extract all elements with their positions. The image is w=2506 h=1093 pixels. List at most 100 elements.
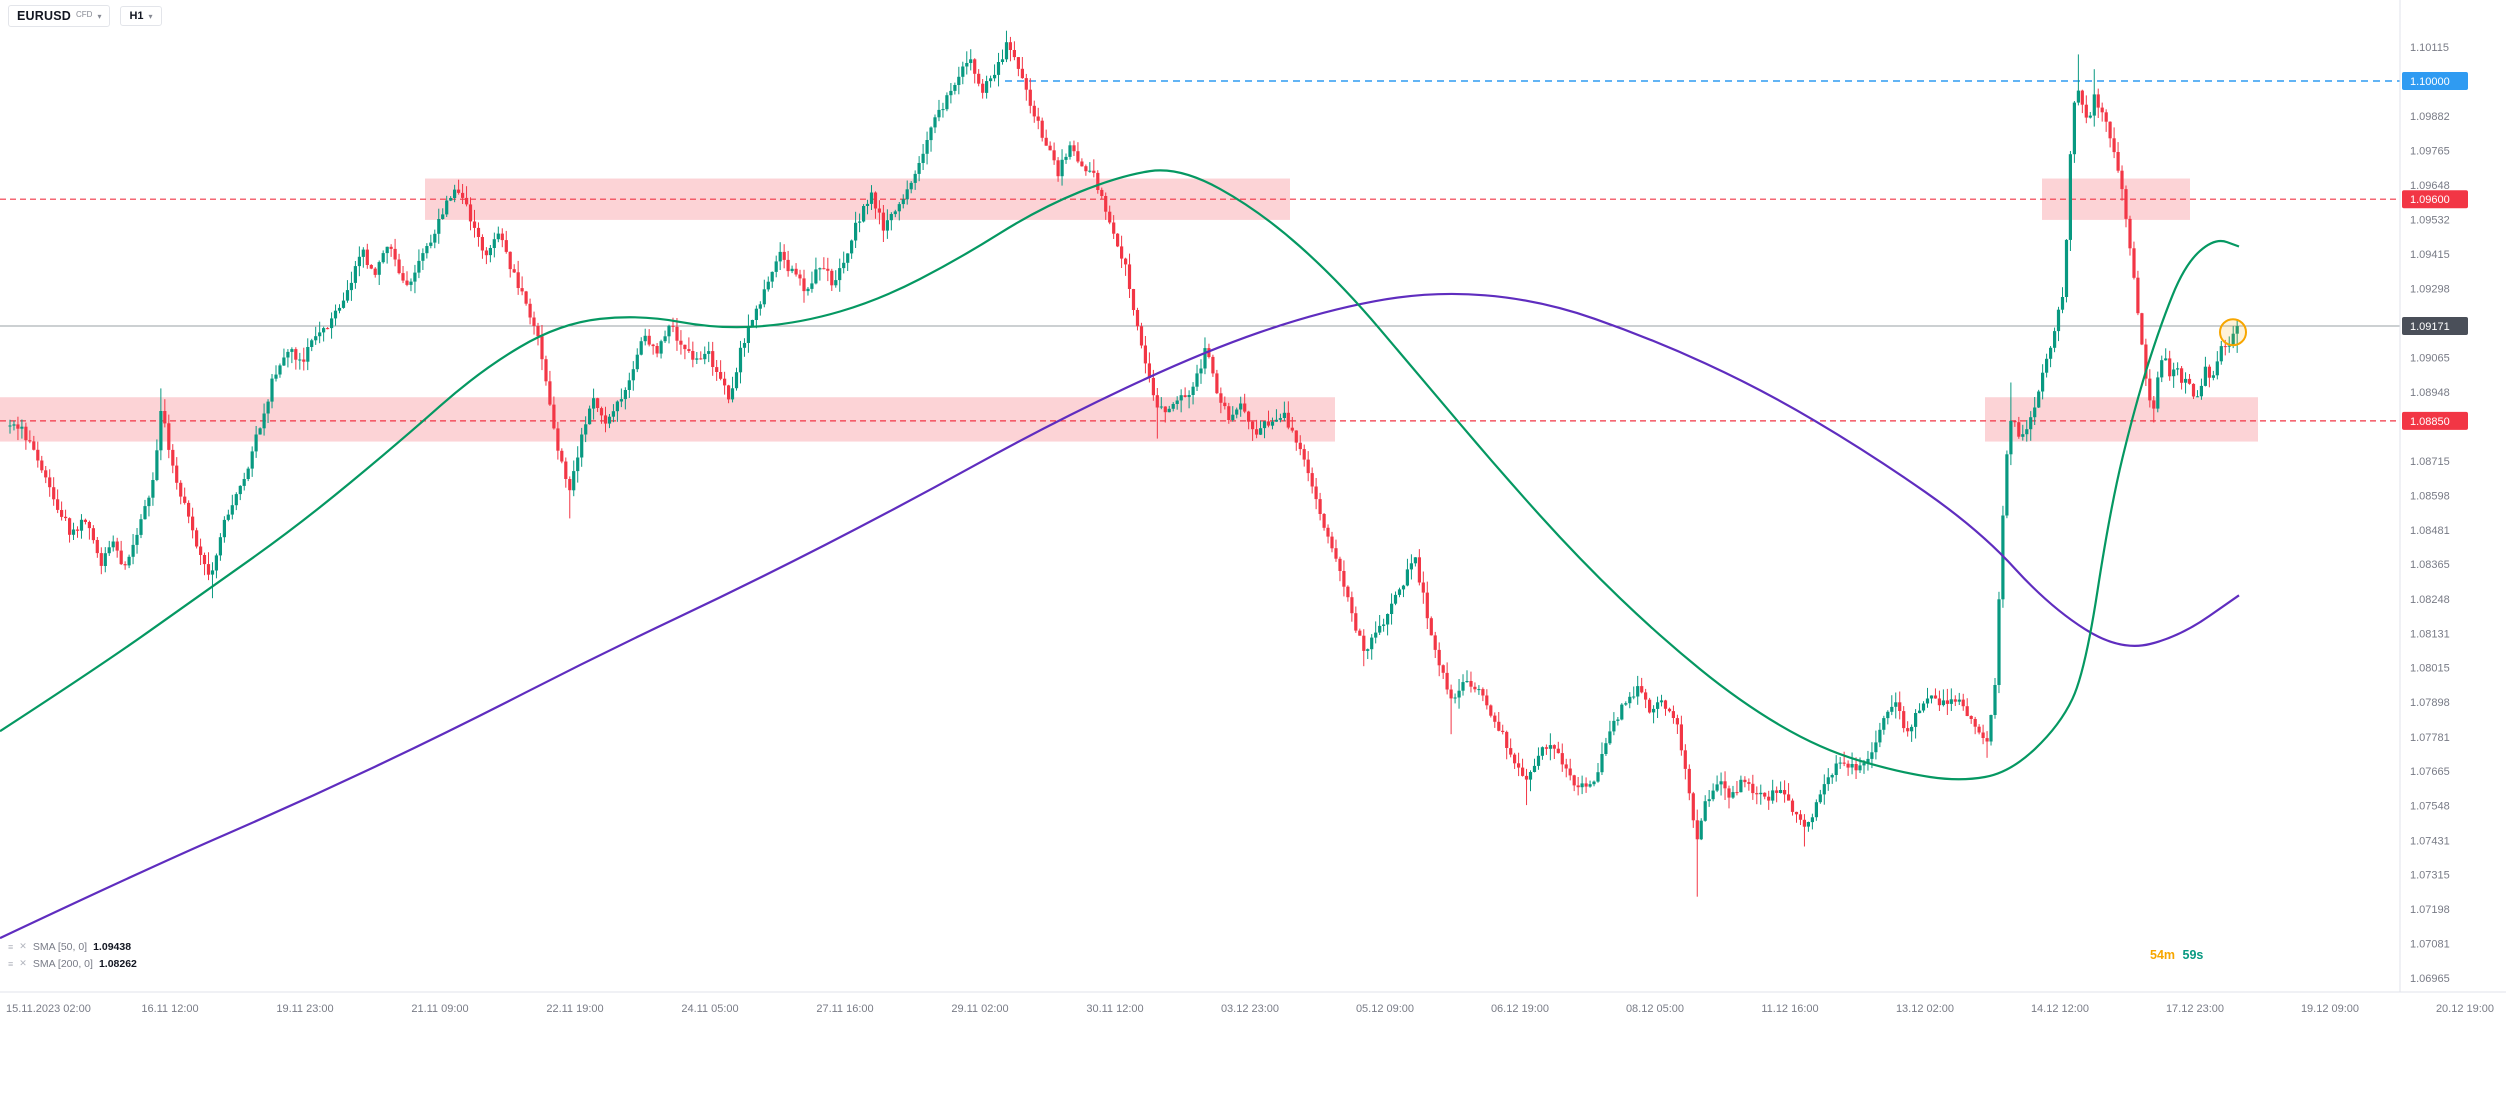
candle bbox=[1374, 621, 1378, 644]
time-axis-label[interactable]: 24.11 05:00 bbox=[681, 1003, 738, 1015]
candle-body bbox=[2092, 94, 2096, 116]
candle bbox=[1012, 41, 1016, 61]
candle bbox=[806, 287, 810, 296]
candle bbox=[238, 485, 242, 501]
time-axis-label[interactable]: 13.12 02:00 bbox=[1896, 1003, 1954, 1015]
candle-body bbox=[2211, 375, 2215, 378]
candle-body bbox=[492, 239, 496, 248]
candle-body bbox=[1397, 589, 1402, 595]
candle-body bbox=[1322, 514, 1326, 528]
time-axis-label[interactable]: 19.11 23:00 bbox=[276, 1003, 333, 1015]
candle bbox=[115, 537, 119, 558]
candle-body bbox=[1965, 706, 1969, 716]
time-axis-label[interactable]: 27.11 16:00 bbox=[816, 1003, 873, 1015]
candle-body bbox=[1080, 161, 1084, 167]
symbol-selector[interactable]: EURUSD CFD ▾ bbox=[8, 5, 111, 27]
candle bbox=[929, 126, 933, 152]
candle-body bbox=[2164, 358, 2168, 361]
candle-body bbox=[1659, 700, 1664, 703]
candle-body bbox=[306, 347, 310, 362]
candle-body bbox=[401, 273, 405, 281]
time-axis-label[interactable]: 16.11 12:00 bbox=[141, 1003, 198, 1015]
candle bbox=[369, 264, 373, 270]
indicator-label: SMA [50, 0] bbox=[32, 940, 88, 953]
candle-body bbox=[782, 251, 786, 260]
candle bbox=[83, 518, 87, 525]
candle-body bbox=[64, 516, 68, 519]
candle-body bbox=[826, 268, 830, 271]
candle bbox=[1413, 557, 1417, 567]
candle-body bbox=[83, 519, 87, 522]
time-axis-label[interactable]: 19.12 09:00 bbox=[2301, 1003, 2359, 1015]
candle-body bbox=[139, 519, 143, 535]
candle-body bbox=[516, 272, 520, 288]
timeframe-selector[interactable]: H1 ▾ bbox=[120, 6, 162, 26]
candle bbox=[1648, 697, 1652, 714]
candle bbox=[1532, 758, 1537, 773]
candle bbox=[143, 499, 147, 520]
time-axis-label[interactable]: 17.12 23:00 bbox=[2166, 1003, 2224, 1015]
candle bbox=[1386, 613, 1390, 636]
candle bbox=[1719, 772, 1723, 796]
candle bbox=[1000, 49, 1005, 65]
candle bbox=[1763, 792, 1767, 800]
time-axis-label[interactable]: 05.12 09:00 bbox=[1356, 1003, 1414, 1015]
candle-body bbox=[933, 117, 937, 128]
time-axis-label[interactable]: 03.12 23:00 bbox=[1221, 1003, 1279, 1015]
candle-body bbox=[1794, 811, 1799, 815]
legend-close-icon[interactable]: ✕ bbox=[19, 958, 27, 968]
candle bbox=[1576, 777, 1580, 796]
time-axis-label[interactable]: 21.11 09:00 bbox=[411, 1003, 468, 1015]
price-badge-text: 1.09600 bbox=[2410, 194, 2450, 206]
candle bbox=[1044, 129, 1048, 146]
candle bbox=[818, 267, 822, 281]
candle-body bbox=[465, 197, 469, 205]
candle bbox=[973, 58, 977, 84]
candle bbox=[1020, 57, 1024, 79]
time-axis-label[interactable]: 06.12 19:00 bbox=[1491, 1003, 1549, 1015]
time-axis-label[interactable]: 11.12 16:00 bbox=[1761, 1003, 1818, 1015]
candle-body bbox=[1076, 151, 1080, 162]
candle-body bbox=[421, 253, 425, 261]
time-axis-label[interactable]: 08.12 05:00 bbox=[1626, 1003, 1684, 1015]
candle bbox=[877, 200, 881, 225]
candle bbox=[1918, 703, 1922, 714]
candle-body bbox=[1663, 700, 1668, 709]
candle-body bbox=[171, 449, 175, 466]
candle-body bbox=[957, 76, 961, 85]
time-axis-label[interactable]: 29.11 02:00 bbox=[951, 1003, 1008, 1015]
candle-body bbox=[1640, 686, 1644, 693]
candle bbox=[171, 444, 175, 474]
candle bbox=[2187, 374, 2192, 385]
candle-body bbox=[298, 359, 302, 361]
legend-drag-icon[interactable]: ≡ bbox=[8, 958, 14, 969]
candle-body bbox=[1783, 790, 1787, 795]
candle-body bbox=[2088, 115, 2092, 118]
candle bbox=[647, 329, 651, 347]
time-axis-label[interactable]: 20.12 19:00 bbox=[2436, 1003, 2494, 1015]
bar-close-countdown: 54m 59s bbox=[2150, 948, 2203, 962]
candle-body bbox=[2064, 239, 2069, 297]
candle-body bbox=[1330, 536, 1334, 549]
candle bbox=[429, 234, 433, 249]
candle-body bbox=[191, 516, 195, 531]
candle-body bbox=[865, 203, 870, 206]
candle bbox=[226, 509, 230, 522]
candle-body bbox=[246, 468, 250, 479]
candle bbox=[2108, 121, 2112, 148]
candle-body bbox=[1969, 716, 1973, 719]
candle bbox=[298, 352, 302, 370]
time-axis-label[interactable]: 30.11 12:00 bbox=[1086, 1003, 1143, 1015]
candle-body bbox=[734, 372, 739, 389]
candle bbox=[1834, 755, 1838, 782]
candle bbox=[2215, 351, 2219, 380]
time-axis-label[interactable]: 15.11.2023 02:00 bbox=[6, 1003, 91, 1015]
candle-body bbox=[1822, 784, 1826, 795]
legend-drag-icon[interactable]: ≡ bbox=[8, 941, 14, 952]
candle-body bbox=[1163, 406, 1167, 413]
legend-close-icon[interactable]: ✕ bbox=[19, 941, 27, 951]
time-axis-label[interactable]: 22.11 19:00 bbox=[546, 1003, 603, 1015]
time-axis-label[interactable]: 14.12 12:00 bbox=[2031, 1003, 2089, 1015]
annotation-circle-marker[interactable] bbox=[2219, 318, 2247, 347]
